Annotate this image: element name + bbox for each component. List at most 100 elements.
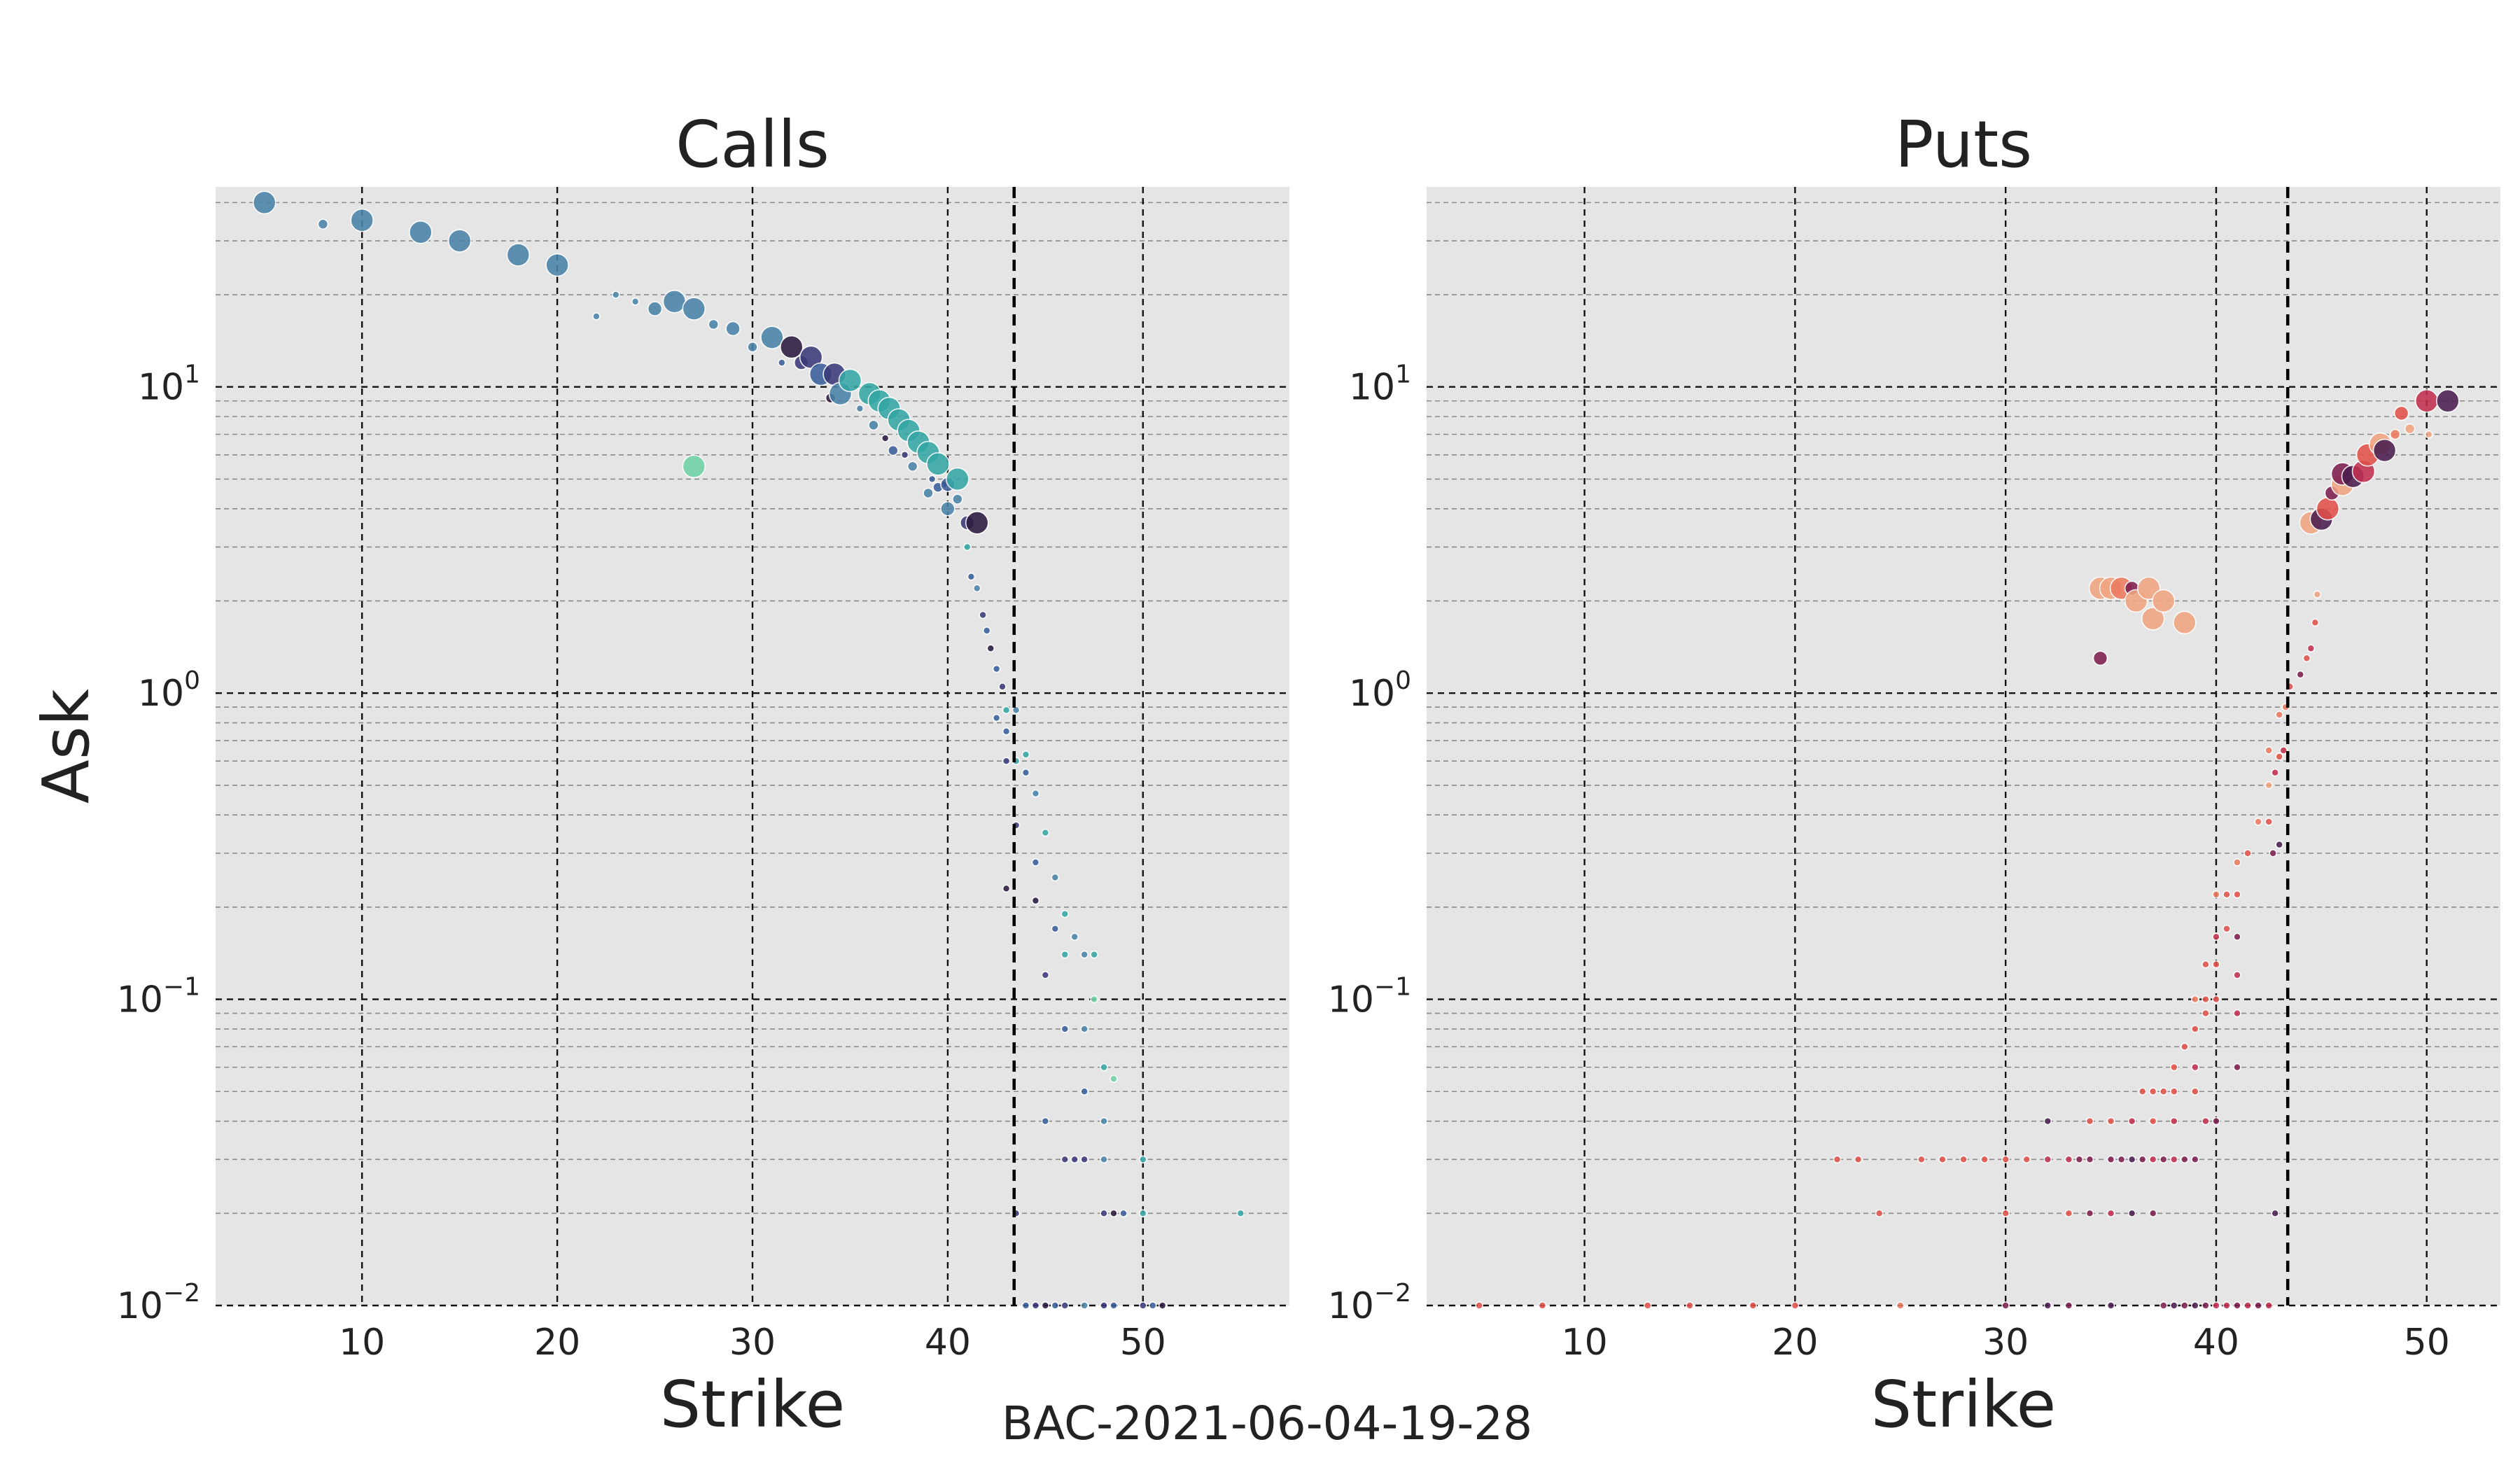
calls-data-point	[778, 358, 786, 367]
calls-data-point	[1100, 1209, 1108, 1218]
calls-data-point	[1031, 858, 1040, 867]
calls-data-point	[1139, 1209, 1147, 1218]
calls-data-point	[972, 584, 981, 593]
calls-data-point	[1021, 750, 1030, 759]
puts-data-point	[2389, 428, 2401, 440]
puts-data-point	[2159, 1087, 2168, 1096]
puts-data-point	[1538, 1301, 1547, 1310]
puts-data-point	[2159, 1155, 2168, 1164]
puts-data-point	[2106, 1116, 2115, 1126]
calls-data-point	[252, 190, 276, 215]
puts-data-point	[1980, 1155, 1989, 1164]
puts-data-point	[2180, 1155, 2189, 1164]
calls-data-point	[963, 542, 972, 552]
puts-data-point	[2233, 858, 2241, 867]
calls-data-point	[1070, 932, 1079, 941]
calls-data-point	[1041, 971, 1050, 979]
puts-data-point	[2064, 1155, 2073, 1164]
puts-data-point	[1791, 1301, 1800, 1310]
calls-data-point	[1002, 757, 1011, 765]
puts-panel: 101 100 10−1 10−2 10 20 30 40 50 Puts Strike	[1328, 107, 2500, 1442]
calls-data-point	[1051, 1301, 1060, 1310]
calls-data-point	[1060, 1155, 1070, 1164]
calls-data-point	[1031, 789, 1040, 798]
calls-data-point	[1100, 1116, 1108, 1126]
calls-x-tick-label: 40	[925, 1322, 971, 1364]
calls-data-point	[1031, 896, 1040, 905]
puts-data-point	[2022, 1155, 2031, 1164]
puts-data-point	[2311, 618, 2320, 627]
calls-x-tick-label: 20	[534, 1322, 580, 1364]
puts-data-point	[2064, 1301, 2073, 1310]
calls-data-point	[1080, 1301, 1088, 1310]
puts-plot-area	[1427, 187, 2500, 1306]
puts-data-point	[2151, 589, 2176, 613]
puts-data-point	[1875, 1209, 1884, 1218]
puts-gridlines	[1427, 187, 2500, 1307]
calls-data-point	[1119, 1209, 1128, 1218]
puts-data-point	[2169, 1301, 2178, 1310]
calls-data-point	[1080, 1087, 1088, 1096]
calls-data-point	[1110, 1301, 1118, 1310]
puts-data-point	[2180, 1042, 2189, 1051]
puts-data-point	[2148, 1155, 2157, 1164]
calls-data-point	[1100, 1063, 1108, 1072]
calls-data-point	[965, 511, 989, 535]
calls-data-point	[868, 419, 879, 431]
puts-x-tick-label: 40	[2193, 1322, 2239, 1364]
calls-x-tick-label: 10	[339, 1322, 385, 1364]
puts-data-point	[2191, 1063, 2199, 1072]
calls-data-point	[779, 335, 804, 359]
calls-data-point	[631, 297, 640, 306]
puts-data-point	[2138, 1155, 2147, 1164]
calls-data-point	[647, 301, 663, 316]
puts-data-point	[2212, 1116, 2220, 1126]
calls-data-point	[1051, 924, 1060, 933]
calls-data-point	[1090, 950, 1098, 959]
puts-data-point	[2202, 995, 2210, 1004]
puts-x-tick-label: 50	[2404, 1322, 2450, 1364]
calls-data-point	[1041, 828, 1050, 837]
puts-data-point	[1749, 1301, 1758, 1310]
calls-data-point	[1011, 706, 1021, 715]
calls-y-tick-label: 100	[138, 666, 200, 715]
calls-data-point	[1021, 1301, 1030, 1310]
figure-footer-label: BAC-2021-06-04-19-28	[1002, 1396, 1532, 1450]
calls-y-tick-label: 10−1	[117, 973, 200, 1021]
puts-data-point	[1475, 1301, 1483, 1310]
puts-data-point	[2316, 496, 2340, 521]
calls-y-tick-label: 101	[138, 360, 200, 409]
puts-data-point	[2001, 1301, 2010, 1310]
calls-data-point	[940, 500, 955, 517]
puts-data-point	[2254, 818, 2262, 826]
puts-data-point	[2001, 1209, 2010, 1218]
puts-data-point	[2264, 1301, 2273, 1310]
calls-data-point	[1236, 1209, 1245, 1218]
puts-data-point	[2191, 995, 2199, 1004]
puts-title: Puts	[1895, 107, 2032, 182]
puts-data-point	[2233, 1009, 2241, 1018]
puts-data-point	[2141, 607, 2165, 631]
calls-data-point	[1148, 1301, 1157, 1310]
puts-data-point	[2264, 746, 2273, 755]
calls-data-point	[1060, 1025, 1070, 1033]
puts-data-point	[2212, 890, 2220, 899]
puts-data-point	[2043, 1116, 2052, 1126]
calls-data-point	[760, 326, 784, 349]
puts-x-tick-label: 30	[1982, 1322, 2029, 1364]
puts-points	[1475, 388, 2460, 1310]
calls-data-point	[1110, 1209, 1118, 1218]
puts-y-tick-label: 10−1	[1328, 973, 1411, 1021]
puts-data-point	[2222, 1301, 2231, 1310]
puts-data-point	[2075, 1155, 2084, 1164]
puts-data-point	[2275, 752, 2283, 761]
puts-data-point	[2233, 890, 2241, 899]
puts-data-point	[2202, 1301, 2210, 1310]
puts-data-point	[2001, 1155, 2010, 1164]
puts-data-point	[1917, 1155, 1926, 1164]
puts-data-point	[2233, 932, 2241, 941]
calls-data-point	[1100, 1301, 1108, 1310]
puts-data-point	[2302, 654, 2311, 663]
puts-data-point	[2212, 1301, 2220, 1310]
